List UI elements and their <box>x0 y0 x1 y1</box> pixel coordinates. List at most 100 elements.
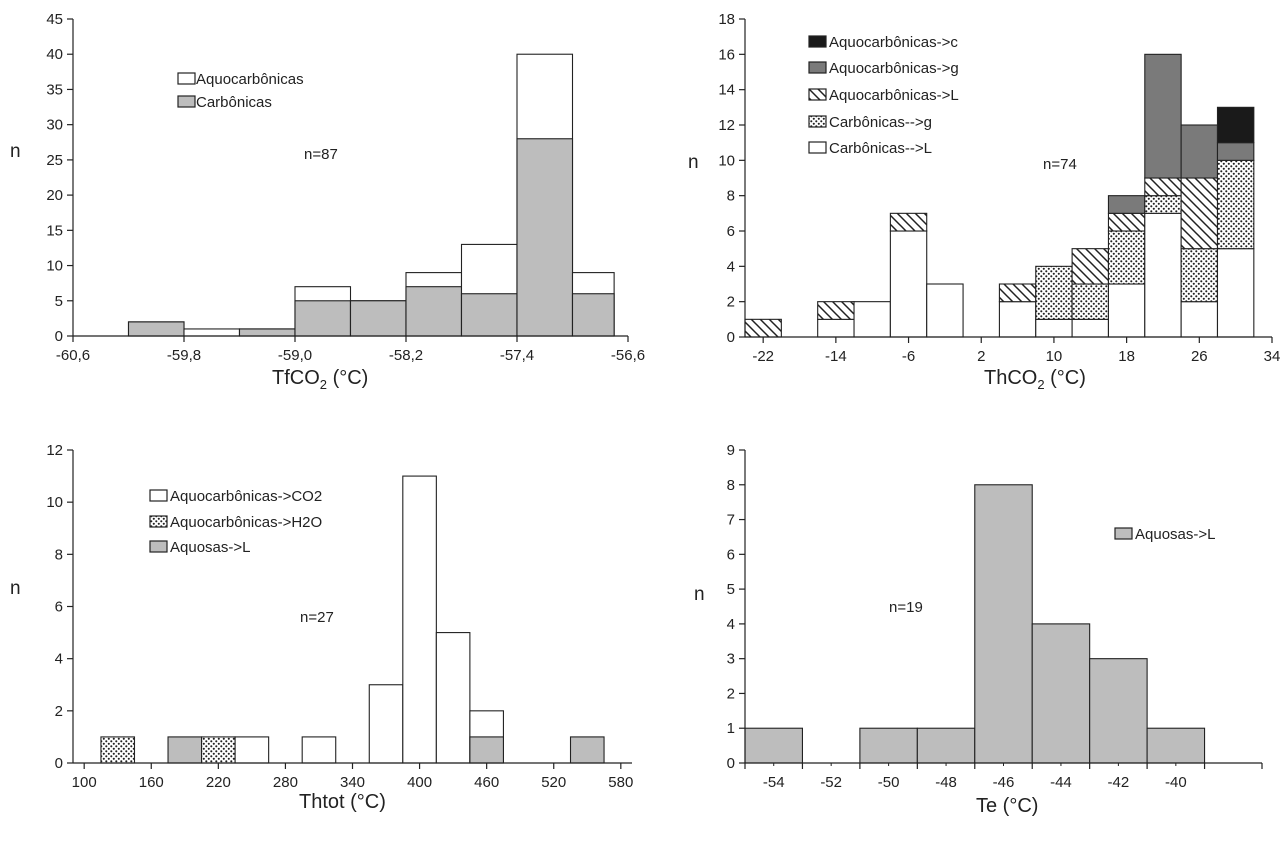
x-tick-label: -60,6 <box>56 347 90 364</box>
stacked-bar-segment <box>1180 177 1219 250</box>
histogram-bar <box>368 684 404 764</box>
panel-thco2-bars <box>744 53 1255 338</box>
stacked-bar-segment <box>1144 177 1182 197</box>
panel-te-bars <box>744 484 1206 764</box>
stacked-bar-segment <box>1107 212 1146 232</box>
stacked-bar-segment <box>998 283 1037 303</box>
legend-label-aquo-c: Aquocarbônicas->c <box>829 34 958 51</box>
histogram-bar <box>974 484 1033 764</box>
y-tick-label: 8 <box>55 546 63 563</box>
stacked-bar-segment <box>998 301 1037 338</box>
stacked-bar-segment <box>817 318 855 338</box>
stacked-bar-segment <box>1216 159 1255 250</box>
legend-swatch-carb-g <box>808 115 827 128</box>
panel-thtot-ylabel: n <box>10 578 21 599</box>
y-tick-label: 10 <box>46 258 63 275</box>
panel-thco2-xlabel: ThCO2 (°C) <box>984 367 1086 392</box>
legend-label-aquosas: Aquosas->L <box>170 539 250 556</box>
stacked-bar-segment <box>889 230 928 338</box>
y-tick-label: 2 <box>727 685 735 702</box>
stacked-bar-segment <box>1035 265 1073 320</box>
panel-thtot-bars <box>100 475 605 764</box>
y-tick-label: 15 <box>46 222 63 239</box>
stacked-bar-segment <box>1035 318 1073 338</box>
legend-label-aquocarbonicas: Aquocarbônicas <box>196 71 304 88</box>
y-tick-label: 25 <box>46 152 63 169</box>
histogram-bar <box>859 727 918 764</box>
stacked-bar-segment <box>1216 142 1255 161</box>
histogram-bar-carbonicas <box>294 300 352 337</box>
panel-te-annotation: n=19 <box>889 599 923 616</box>
y-tick-label: 8 <box>727 188 735 205</box>
y-tick-label: 40 <box>46 46 63 63</box>
stacked-bar-segment <box>889 212 928 232</box>
histogram-bar-carbonicas <box>516 138 574 337</box>
histogram-bar-carbonicas <box>405 286 463 337</box>
histogram-bar <box>402 475 437 764</box>
stacked-bar-segment <box>1071 318 1109 338</box>
panel-tfco2-bars <box>127 53 615 337</box>
x-tick-label: -52 <box>820 774 842 791</box>
histogram-bar <box>201 736 236 764</box>
panel-thco2: n 0 2 4 6 8 10 12 14 16 18 -22 -14 -6 2 10 18 26 34 ThCO2… <box>688 11 1280 392</box>
y-tick-label: 3 <box>727 651 735 668</box>
y-tick-label: 1 <box>727 720 735 737</box>
x-tick-label: 460 <box>474 774 499 791</box>
panel-thtot-ticks: 0 2 4 6 8 10 12 100 160 220 280 340 400 460 520 580 <box>46 442 633 791</box>
x-tick-label: 100 <box>72 774 97 791</box>
histogram-bar-carbonicas <box>571 293 615 337</box>
y-tick-label: 5 <box>727 581 735 598</box>
stacked-bar-segment <box>926 283 964 338</box>
y-tick-label: 8 <box>727 477 735 494</box>
histogram-bar <box>469 736 504 764</box>
x-tick-label: 2 <box>977 348 985 365</box>
x-tick-label: 160 <box>139 774 164 791</box>
histogram-bar-carbonicas <box>460 293 518 337</box>
legend-label-carbonicas: Carbônicas <box>196 94 272 111</box>
histogram-bar <box>100 736 136 764</box>
histogram-bar-carbonicas <box>349 300 407 337</box>
panel-tfco2-ticks: 0 5 10 15 20 25 30 35 40 45 -60,6 -59,8 -59,0 -58,2 -5… <box>46 11 645 364</box>
panel-te-xlabel: Te (°C) <box>976 795 1038 817</box>
stacked-bar-segment <box>817 301 855 320</box>
y-tick-label: 0 <box>727 329 735 346</box>
panel-te-legend: Aquosas->L <box>1114 526 1215 543</box>
x-tick-label: -48 <box>935 774 957 791</box>
stacked-bar-segment <box>1107 230 1146 285</box>
y-tick-label: 20 <box>46 187 63 204</box>
x-tick-label: 10 <box>1046 348 1063 365</box>
y-tick-label: 2 <box>55 703 63 720</box>
histogram-bar-carbonicas <box>127 321 185 337</box>
panel-thco2-ylabel: n <box>688 152 699 173</box>
x-tick-label: 18 <box>1118 348 1135 365</box>
stacked-bar-segment <box>1216 248 1255 338</box>
y-tick-label: 12 <box>46 442 63 459</box>
legend-swatch-te-aquosas <box>1114 527 1133 540</box>
y-tick-label: 10 <box>718 152 735 169</box>
panel-tfco2-ylabel: n <box>10 141 21 162</box>
legend-label-carb-g: Carbônicas-->g <box>829 114 932 131</box>
x-tick-label: 520 <box>541 774 566 791</box>
panel-thco2-axes <box>739 18 1273 343</box>
legend-swatch-aquo-g <box>808 61 827 74</box>
histogram-bar <box>435 632 471 764</box>
x-tick-label: -40 <box>1165 774 1187 791</box>
x-tick-label: 280 <box>273 774 298 791</box>
panel-te: n 0 1 2 3 4 5 6 7 8 9 -54 -52 -50 -48 -46 -44 -42 -40 Te … <box>694 442 1263 817</box>
panel-tfco2-legend: Aquocarbônicas Carbônicas <box>177 71 304 111</box>
y-tick-label: 10 <box>46 494 63 511</box>
stacked-bar-segment <box>1071 248 1109 285</box>
x-tick-label: -44 <box>1050 774 1072 791</box>
stacked-bar-segment <box>1180 301 1219 338</box>
y-tick-label: 35 <box>46 81 63 98</box>
stacked-bar-segment <box>1144 195 1182 214</box>
stacked-bar-segment <box>1107 195 1146 214</box>
legend-label-te-aquosas: Aquosas->L <box>1135 526 1215 543</box>
legend-swatch-h2o <box>149 515 168 528</box>
y-tick-label: 18 <box>718 11 735 28</box>
histogram-bar <box>1089 658 1148 764</box>
panel-thco2-ticks: 0 2 4 6 8 10 12 14 16 18 -22 -14 -6 2 10 18 26 34 <box>718 11 1280 365</box>
histogram-bar <box>1031 623 1091 764</box>
panel-tfco2-xlabel: TfCO2 (°C) <box>272 367 368 392</box>
legend-label-aquo-l: Aquocarbônicas->L <box>829 87 959 104</box>
